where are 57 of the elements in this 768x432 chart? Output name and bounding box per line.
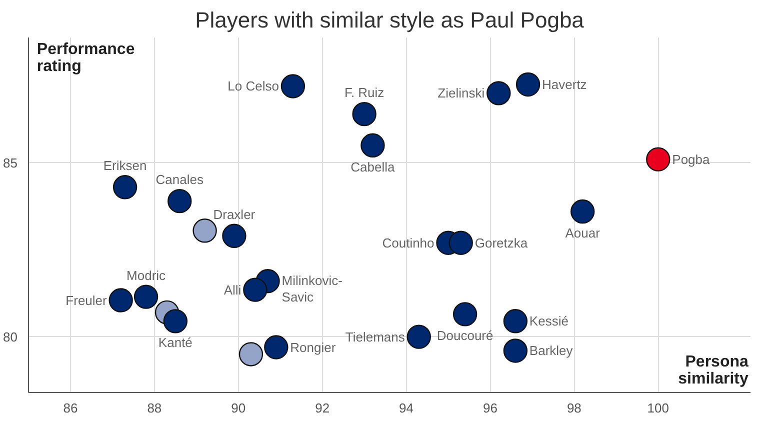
point — [112, 175, 138, 200]
data-label: Cabella — [350, 159, 396, 174]
x-tick-label: 96 — [483, 400, 498, 416]
data-label: F. Ruiz — [344, 85, 384, 100]
point — [108, 288, 133, 312]
point — [264, 335, 288, 360]
data-label: Goretzka — [474, 235, 528, 250]
point — [360, 133, 385, 158]
x-tick-label: 88 — [147, 400, 162, 416]
point — [503, 338, 528, 363]
point — [352, 102, 376, 126]
data-label: Draxler — [213, 206, 256, 222]
point — [452, 302, 478, 326]
point — [516, 72, 540, 97]
data-label: Lo Celso — [228, 78, 279, 94]
data-label: Kanté — [158, 335, 192, 350]
data-label: Zielinski — [438, 86, 485, 101]
point — [192, 218, 217, 243]
x-tick-label: 86 — [63, 400, 78, 416]
y-tick-label: 85 — [3, 155, 18, 170]
data-label: Eriksen — [103, 158, 147, 174]
data-label: Doucouré — [436, 328, 494, 344]
point — [238, 342, 264, 366]
point — [503, 309, 528, 334]
x-tick-label: 92 — [315, 400, 330, 416]
data-label: Freuler — [66, 292, 108, 308]
chart-title: Players with similar style as Paul Pogba — [195, 8, 585, 32]
x-tick-label: 94 — [399, 400, 414, 416]
data-label: Aouar — [565, 226, 601, 241]
point — [448, 230, 473, 255]
point — [243, 278, 268, 302]
point — [570, 199, 595, 224]
x-axis-title: Persona similarity — [678, 353, 749, 388]
point — [168, 189, 192, 214]
data-label: Barkley — [529, 343, 574, 358]
data-label: Pogba — [672, 152, 711, 167]
data-label: Alli — [224, 282, 242, 298]
y-axis-title: Performance rating — [36, 40, 135, 75]
data-label: Canales — [156, 172, 204, 188]
y-tick-label: 80 — [3, 329, 18, 344]
data-label: Kessié — [529, 314, 568, 329]
data-label: Rongier — [290, 340, 336, 355]
point — [406, 324, 431, 349]
point — [646, 147, 670, 172]
point — [134, 284, 158, 309]
point — [486, 81, 511, 106]
data-label: Modric — [126, 268, 166, 283]
data-label: Milinkovic-Savic — [282, 273, 342, 305]
point — [222, 224, 246, 248]
point — [280, 74, 306, 98]
data-label: Havertz — [542, 76, 587, 92]
x-tick-label: 100 — [647, 400, 670, 416]
data-label: Coutinho — [382, 235, 434, 250]
data-label: Tielemans — [345, 329, 406, 344]
x-tick-label: 90 — [231, 400, 246, 416]
point — [163, 309, 188, 334]
x-tick-label: 98 — [566, 400, 582, 416]
